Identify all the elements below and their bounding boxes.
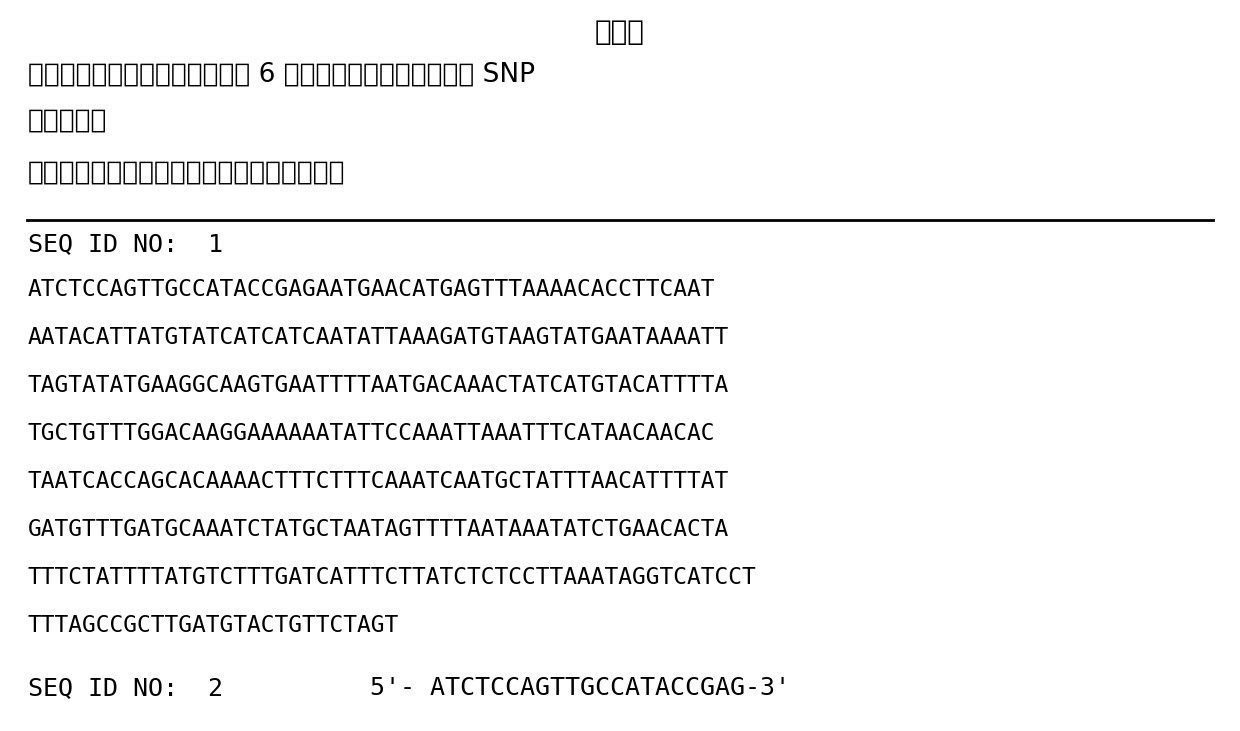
Text: 序列表: 序列表 <box>595 18 645 46</box>
Text: TTTCTATTTTATGTCTTTGATCATTTCTTATCTCTCCTTAAATAGGTCATCCT: TTTCTATTTTATGTCTTTGATCATTTCTTATCTCTCCTTA… <box>29 566 756 589</box>
Text: TGCTGTTTGGACAAGGAAAAAATATTCCAAATTAAATTTCATAACAACAC: TGCTGTTTGGACAAGGAAAAAATATTCCAAATTAAATTTC… <box>29 422 715 445</box>
Text: ATCTCCAGTTGCCATACCGAGAATGAACATGAGTTTAAAACACCTTCAAT: ATCTCCAGTTGCCATACCGAGAATGAACATGAGTTTAAAA… <box>29 278 715 301</box>
Text: 申请人：中国农业科学院北京畜牧兽医研究所: 申请人：中国农业科学院北京畜牧兽医研究所 <box>29 160 346 186</box>
Text: 5'- ATCTCCAGTTGCCATACCGAG-3': 5'- ATCTCCAGTTGCCATACCGAG-3' <box>370 676 790 700</box>
Text: GATGTTTGATGCAAATCTATGCTAATAGTTTTAATAAATATCTGAACACTA: GATGTTTGATGCAAATCTATGCTAATAGTTTTAATAAATA… <box>29 518 729 541</box>
Text: SEQ ID NO:  1: SEQ ID NO: 1 <box>29 232 223 256</box>
Text: AATACATTATGTATCATCATCAATATTAAAGATGTAAGTATGAATAAAATT: AATACATTATGTATCATCATCAATATTAAAGATGTAAGTA… <box>29 326 729 349</box>
Text: TAATCACCAGCACAAAACTTTCTTTCAAATCAATGCTATTTAACATTTTAT: TAATCACCAGCACAAAACTTTCTTTCAAATCAATGCTATT… <box>29 470 729 493</box>
Text: TAGTATATGAAGGCAAGTGAATTTTAATGACAAACTATCATGTACATTTTA: TAGTATATGAAGGCAAGTGAATTTTAATGACAAACTATCA… <box>29 374 729 397</box>
Text: SEQ ID NO:  2: SEQ ID NO: 2 <box>29 676 223 700</box>
Text: 位点及应用: 位点及应用 <box>29 108 108 134</box>
Text: TTTAGCCGCTTGATGTACTGTTCTAGT: TTTAGCCGCTTGATGTACTGTTCTAGT <box>29 614 399 637</box>
Text: 发明创造名称：肉用西门塔尔牛 6 号染色体上与脾脏重相关的 SNP: 发明创造名称：肉用西门塔尔牛 6 号染色体上与脾脏重相关的 SNP <box>29 62 534 88</box>
